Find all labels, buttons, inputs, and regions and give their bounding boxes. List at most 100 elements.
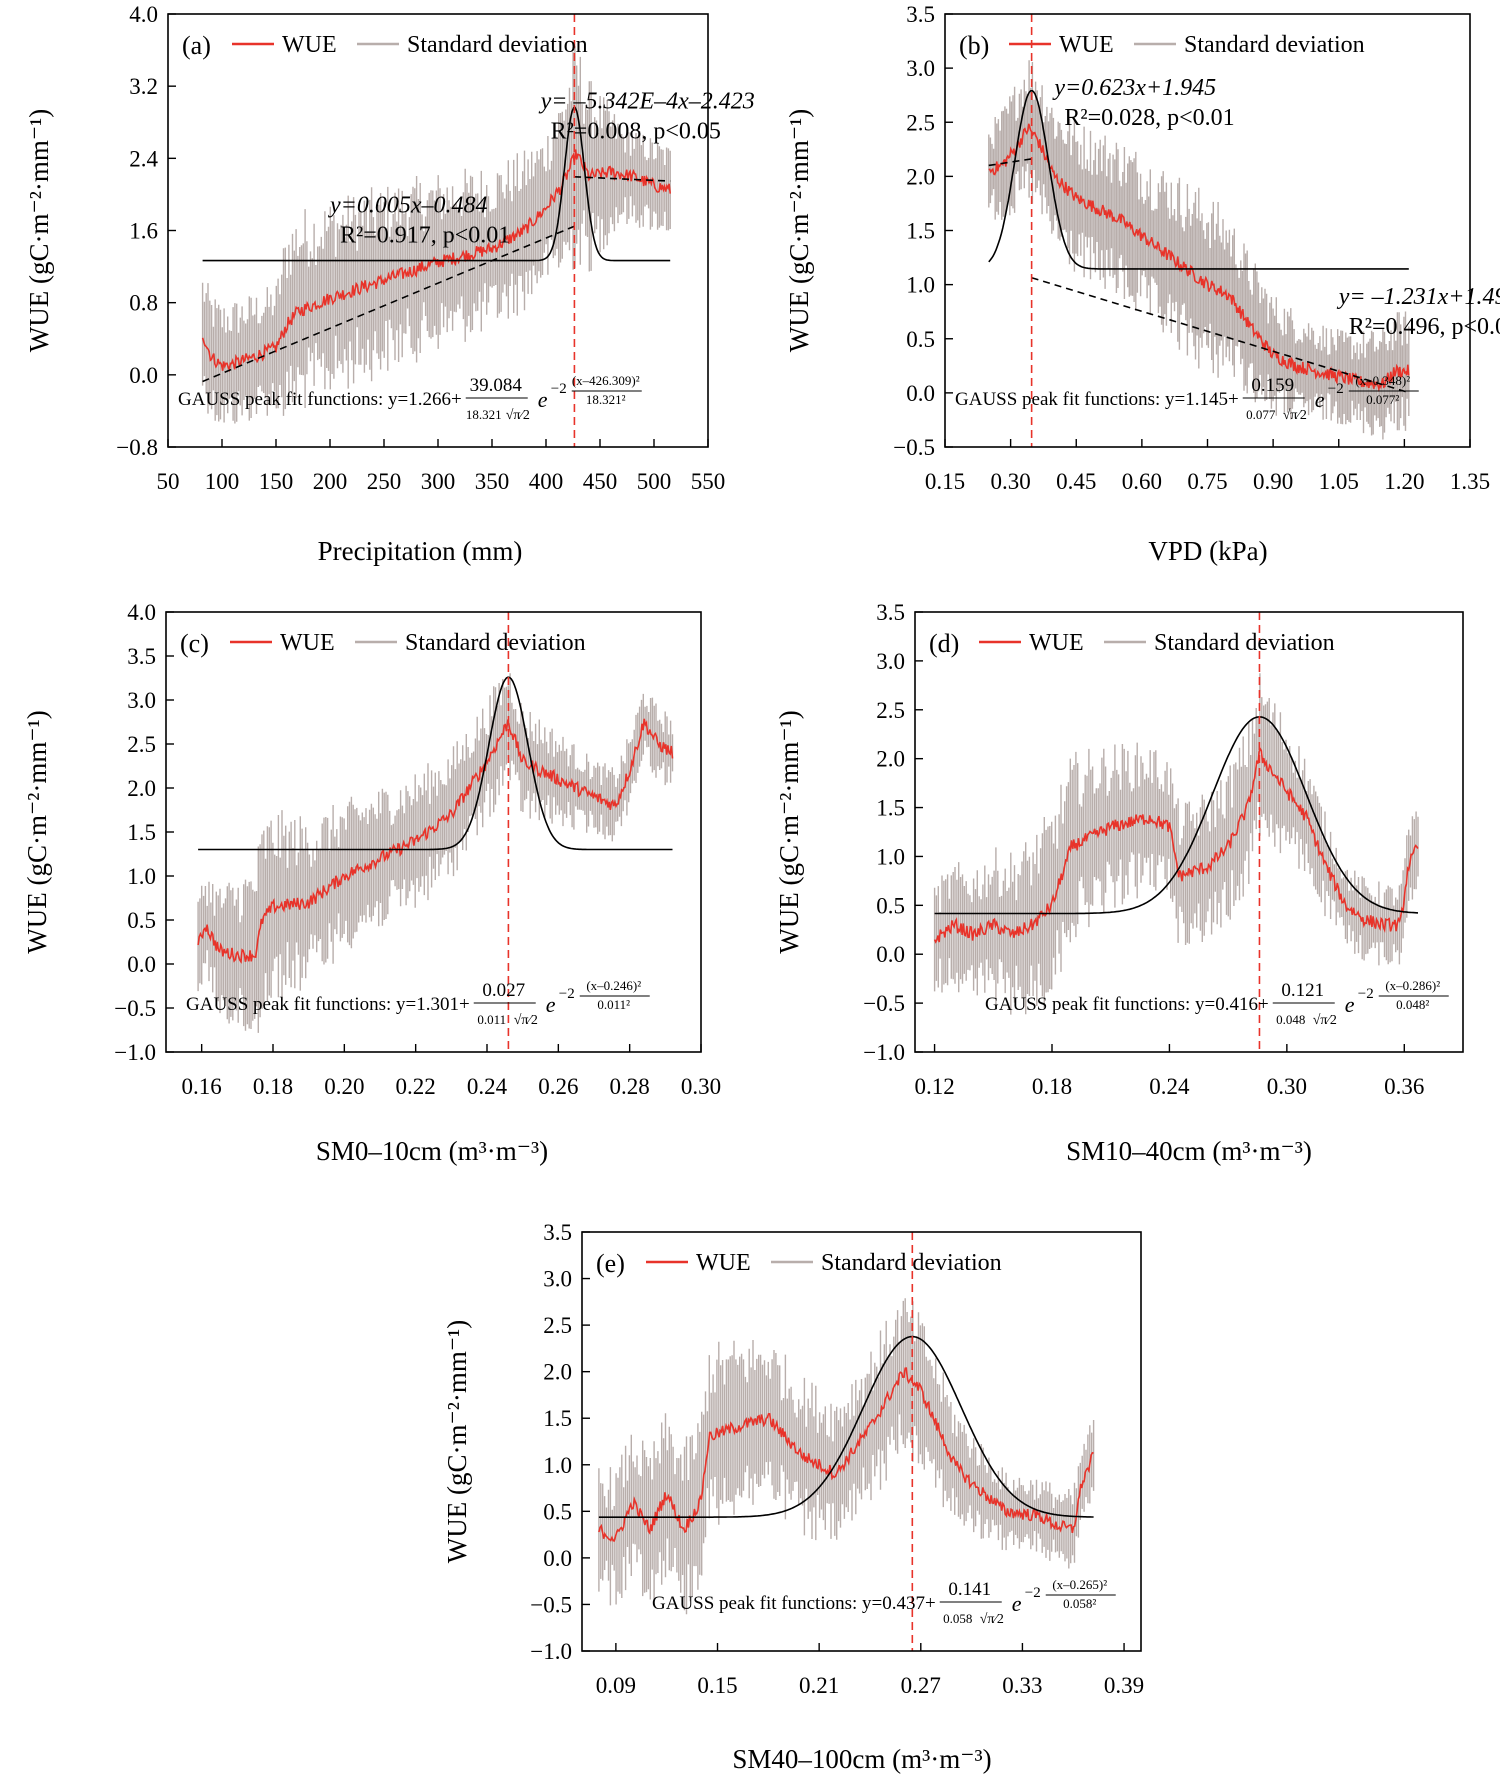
fit-equation: y=0.005x–0.484	[328, 192, 488, 218]
y-tick-label: 2.0	[876, 747, 905, 772]
y-tick-label: 0.0	[127, 952, 156, 977]
gauss-numerator: 39.084	[470, 375, 523, 396]
y-tick-label: 0.0	[876, 942, 905, 967]
exp-numerator: (x–0.246)²	[586, 978, 641, 993]
y-tick-label: 1.5	[876, 796, 905, 821]
gauss-numerator: 0.027	[482, 980, 525, 1001]
y-tick-label: 1.5	[543, 1406, 572, 1431]
y-tick-label: 0.5	[127, 908, 156, 933]
sqrt-symbol: √π⁄2	[514, 1013, 538, 1028]
x-tick-label: 100	[205, 469, 240, 494]
x-tick-label: 0.33	[1002, 1673, 1042, 1698]
x-tick-label: 450	[583, 469, 618, 494]
x-axis-label: SM0–10cm (m³·m⁻³)	[316, 1136, 548, 1166]
gauss-numerator: 0.141	[948, 1579, 991, 1600]
sqrt-symbol: √π⁄2	[1313, 1013, 1337, 1028]
y-tick-label: 0.0	[543, 1546, 572, 1571]
x-tick-label: 0.12	[914, 1074, 954, 1099]
y-axis-label: WUE (gC·m⁻²·mm⁻¹)	[774, 710, 804, 953]
exp-denominator: 0.011²	[597, 997, 630, 1012]
y-tick-label: 0.8	[129, 291, 158, 316]
y-tick-label: 2.0	[543, 1360, 572, 1385]
x-axis-label: SM40–100cm (m³·m⁻³)	[732, 1744, 991, 1774]
gauss-equation: GAUSS peak fit functions: y=1.301+	[186, 994, 470, 1015]
x-tick-label: 0.36	[1384, 1074, 1424, 1099]
x-tick-label: 0.09	[596, 1673, 636, 1698]
gauss-equation: GAUSS peak fit functions: y=1.145+	[955, 389, 1239, 410]
exp-base: e	[1012, 1591, 1022, 1616]
wue-series-line	[197, 718, 674, 964]
gauss-denominator: 0.058	[943, 1611, 972, 1626]
exp-denominator: 0.058²	[1063, 1596, 1096, 1611]
x-tick-label: 0.22	[396, 1074, 436, 1099]
chart-panel-d: −1.0 −0.5 0.0 0.5 1.0 1.5 2.0 2.5 3.0 3.5 0.12 0.18…	[774, 600, 1464, 1166]
y-tick-label: 0.0	[906, 381, 935, 406]
fit-statistics: R²=0.496, p<0.01	[1349, 314, 1500, 340]
legend-std-label: Standard deviation	[405, 630, 586, 656]
y-tick-label: 2.0	[127, 776, 156, 801]
panel-label: (d)	[929, 629, 959, 658]
plot-frame	[581, 1231, 1142, 1652]
x-tick-label: 550	[691, 469, 726, 494]
gauss-equation: GAUSS peak fit functions: y=0.416+	[985, 994, 1269, 1015]
exp-minus-two: −2	[1328, 381, 1344, 397]
exp-minus-two: −2	[559, 986, 575, 1002]
legend-std-label: Standard deviation	[821, 1250, 1002, 1276]
legend-std-label: Standard deviation	[407, 32, 588, 58]
wue-series-line	[933, 747, 1419, 944]
x-tick-label: 0.18	[1032, 1074, 1072, 1099]
x-axis-label: VPD (kPa)	[1148, 536, 1267, 566]
y-tick-label: 1.0	[906, 273, 935, 298]
y-tick-label: 1.6	[129, 219, 158, 244]
x-tick-label: 0.15	[697, 1673, 737, 1698]
y-tick-label: 3.5	[906, 2, 935, 27]
y-tick-label: −1.0	[863, 1040, 905, 1065]
legend-wue-label: WUE	[696, 1250, 751, 1276]
x-tick-label: 350	[475, 469, 510, 494]
fit-statistics: R²=0.917, p<0.01	[340, 222, 510, 248]
exp-numerator: (x–0.265)²	[1052, 1577, 1107, 1592]
y-tick-label: 0.5	[906, 327, 935, 352]
gauss-denominator: 0.011	[477, 1012, 506, 1027]
y-tick-label: 4.0	[129, 2, 158, 27]
y-tick-label: 2.5	[906, 110, 935, 135]
y-tick-label: 3.0	[127, 688, 156, 713]
gauss-fit-curve	[934, 716, 1419, 915]
wue-series-line	[201, 149, 671, 373]
y-tick-label: 0.0	[129, 363, 158, 388]
exp-numerator: (x–0.286)²	[1385, 978, 1440, 993]
y-tick-label: −0.5	[114, 996, 156, 1021]
x-tick-label: 200	[313, 469, 348, 494]
y-tick-label: 2.5	[543, 1313, 572, 1338]
sqrt-symbol: √π⁄2	[980, 1612, 1004, 1627]
y-tick-label: 3.5	[127, 644, 156, 669]
standard-deviation-band	[933, 673, 1419, 1015]
y-tick-label: 3.2	[129, 74, 158, 99]
x-tick-label: 0.30	[681, 1074, 721, 1099]
wue-series-line	[988, 123, 1410, 393]
gauss-equation: GAUSS peak fit functions: y=1.266+	[178, 389, 462, 410]
legend-std-label: Standard deviation	[1154, 630, 1335, 656]
y-tick-label: 2.5	[127, 732, 156, 757]
gauss-fit-curve	[598, 1335, 1094, 1518]
exp-numerator: (x–0.348)²	[1355, 373, 1410, 388]
x-tick-label: 0.75	[1187, 469, 1227, 494]
y-tick-label: −0.8	[116, 435, 158, 460]
chart-panel-e: −1.0 −0.5 0.0 0.5 1.0 1.5 2.0 2.5 3.0 3.5 0.09 0.15…	[442, 1220, 1144, 1774]
panel-label: (b)	[959, 31, 989, 60]
y-tick-label: 3.0	[876, 649, 905, 674]
exp-numerator: (x–426.309)²	[572, 373, 640, 388]
gauss-fit-curve	[988, 89, 1409, 270]
gauss-fit-curve	[198, 676, 673, 851]
y-tick-label: 2.0	[906, 164, 935, 189]
linear-fit-line-2	[574, 175, 671, 182]
x-tick-label: 400	[529, 469, 564, 494]
plot-area	[598, 1298, 1095, 1615]
x-tick-label: 0.18	[253, 1074, 293, 1099]
y-tick-label: 3.5	[876, 600, 905, 625]
x-tick-label: 0.30	[1267, 1074, 1307, 1099]
y-tick-label: 1.5	[127, 820, 156, 845]
y-tick-label: 1.5	[906, 219, 935, 244]
sqrt-symbol: √π⁄2	[1283, 408, 1307, 423]
